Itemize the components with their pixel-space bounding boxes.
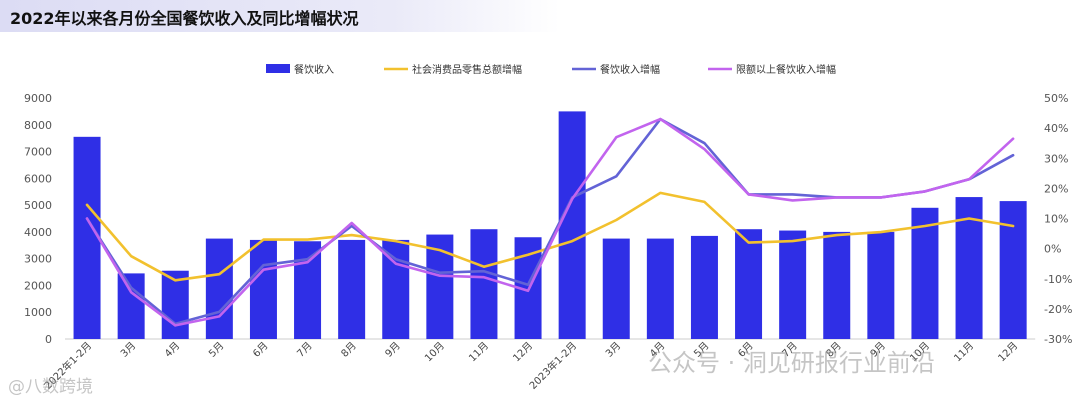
x-tick-label: 12月 (996, 340, 1021, 365)
right-tick-label: -10% (1044, 273, 1072, 286)
bar (735, 229, 763, 339)
bar (338, 239, 366, 339)
right-tick-label: -20% (1044, 303, 1072, 316)
bar (867, 231, 895, 339)
bar (558, 111, 586, 339)
x-tick-label: 8月 (339, 340, 359, 360)
left-tick-label: 8000 (24, 119, 52, 132)
left-tick-label: 6000 (24, 172, 52, 185)
title-bar: 2022年以来各月份全国餐饮收入及同比增幅状况 (0, 0, 560, 32)
left-tick-label: 1000 (24, 306, 52, 319)
bar (161, 270, 189, 339)
x-tick-label: 3月 (603, 340, 623, 360)
right-tick-label: 40% (1044, 122, 1068, 135)
right-tick-label: -30% (1044, 333, 1072, 346)
x-tick-label: 5月 (206, 340, 226, 360)
right-tick-label: 10% (1044, 213, 1068, 226)
left-tick-label: 9000 (24, 92, 52, 105)
left-tick-label: 0 (45, 333, 52, 346)
watermark-right: 公众号 · 洞见研报行业前沿 (648, 349, 935, 377)
bar (602, 238, 630, 339)
bar (999, 201, 1027, 339)
bar (73, 136, 101, 339)
right-tick-label: 20% (1044, 182, 1068, 195)
x-tick-label: 10月 (422, 340, 447, 365)
legend-label: 限额以上餐饮收入增幅 (736, 63, 836, 76)
x-tick-label: 2023年1-2月 (526, 339, 579, 392)
bar (470, 229, 498, 339)
bar (249, 239, 277, 339)
right-tick-label: 0% (1044, 243, 1061, 256)
bar (426, 234, 454, 339)
legend-label: 社会消费品零售总额增幅 (412, 63, 522, 76)
x-tick-label: 12月 (511, 340, 536, 365)
left-tick-label: 5000 (24, 199, 52, 212)
x-tick-label: 11月 (467, 340, 492, 365)
x-tick-label: 11月 (952, 340, 977, 365)
legend-label: 餐饮收入增幅 (600, 63, 660, 76)
legend-swatch (266, 64, 290, 73)
left-tick-label: 7000 (24, 146, 52, 159)
right-tick-label: 50% (1044, 92, 1068, 105)
bar (690, 235, 718, 339)
left-tick-label: 2000 (24, 279, 52, 292)
right-tick-label: 30% (1044, 152, 1068, 165)
watermark-left: @八数跨境 (8, 377, 93, 397)
retail-growth-line (85, 191, 1015, 282)
x-tick-label: 7月 (295, 340, 315, 360)
left-tick-label: 4000 (24, 226, 52, 239)
bar (117, 273, 145, 339)
bar (823, 231, 851, 339)
bar (911, 207, 939, 339)
above-quota-growth-line (85, 117, 1015, 327)
x-tick-label: 6月 (251, 340, 271, 360)
x-tick-label: 4月 (162, 340, 182, 360)
bar (294, 241, 322, 339)
left-tick-label: 3000 (24, 253, 52, 266)
x-tick-label: 3月 (118, 340, 138, 360)
bar (646, 238, 674, 339)
bar (205, 238, 233, 339)
x-tick-label: 9月 (383, 340, 403, 360)
chart-title: 2022年以来各月份全国餐饮收入及同比增幅状况 (10, 9, 359, 28)
bar (779, 230, 807, 339)
legend-label: 餐饮收入 (294, 63, 334, 76)
